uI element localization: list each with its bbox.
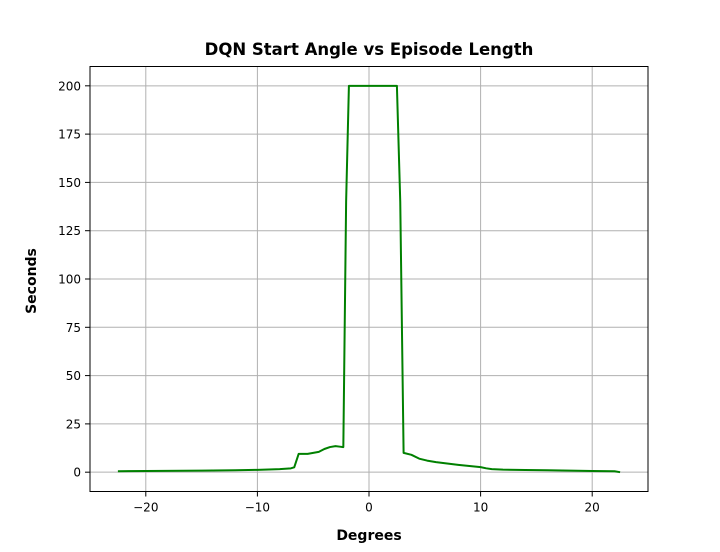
x-axis-label: Degrees (336, 528, 401, 544)
series-line (117, 84, 621, 474)
y-tick-label: 0 (73, 466, 81, 480)
chart-title: DQN Start Angle vs Episode Length (205, 40, 534, 59)
y-tick-label: 125 (58, 224, 81, 238)
x-tick-label: 20 (585, 501, 600, 515)
y-tick-label: 25 (66, 417, 81, 431)
y-tick-label: 150 (58, 176, 81, 190)
x-tick-label: 10 (473, 501, 488, 515)
y-tick-label: 100 (58, 273, 81, 287)
x-tick-label: −20 (133, 501, 158, 515)
series-layer (117, 84, 621, 474)
x-tick-label: −10 (245, 501, 270, 515)
y-tick-label: 75 (66, 321, 81, 335)
grid-lines (90, 66, 648, 492)
y-tick-label: 175 (58, 128, 81, 142)
y-tick-label: 50 (66, 369, 81, 383)
x-tick-label: 0 (365, 501, 373, 515)
y-tick-label: 200 (58, 79, 81, 93)
y-axis-label: Seconds (24, 248, 40, 314)
